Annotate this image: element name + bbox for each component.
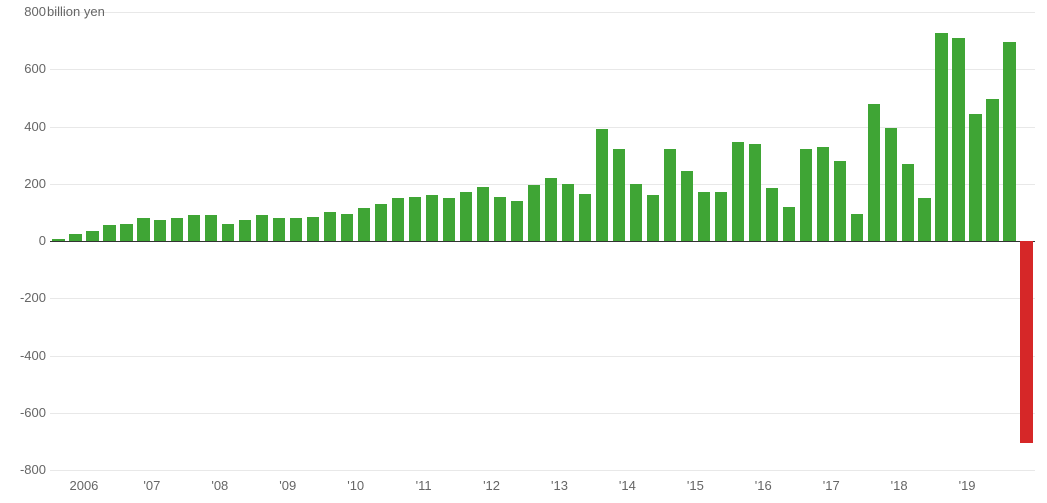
bar <box>69 234 81 241</box>
x-tick-label: '17 <box>823 478 840 493</box>
bar <box>783 207 795 241</box>
bar <box>426 195 438 241</box>
bar <box>851 214 863 241</box>
bar <box>188 215 200 241</box>
bar <box>596 129 608 241</box>
bar <box>698 192 710 241</box>
bar <box>290 218 302 241</box>
bar <box>800 149 812 241</box>
x-tick-label: '13 <box>551 478 568 493</box>
gridline <box>50 69 1035 70</box>
bar <box>392 198 404 241</box>
bar <box>749 144 761 241</box>
bar <box>834 161 846 241</box>
y-tick-label: 800 <box>6 4 46 19</box>
bar <box>1020 241 1032 443</box>
gridline <box>50 356 1035 357</box>
bar <box>868 104 880 241</box>
bar <box>460 192 472 241</box>
y-tick-label: -400 <box>6 348 46 363</box>
y-tick-label: -200 <box>6 290 46 305</box>
y-tick-label: 600 <box>6 61 46 76</box>
bar <box>969 114 981 241</box>
zero-line <box>50 241 1035 242</box>
bar <box>630 184 642 241</box>
x-tick-label: '07 <box>143 478 160 493</box>
bar <box>986 99 998 241</box>
bar <box>324 212 336 241</box>
bar <box>579 194 591 241</box>
bar <box>935 33 947 241</box>
bar <box>256 215 268 241</box>
x-tick-label: '10 <box>347 478 364 493</box>
bar <box>732 142 744 241</box>
gridline <box>50 12 1035 13</box>
bar-chart: -800 -600 -400 -200 0 200 400 600 800billion yen… <box>0 0 1047 503</box>
bar <box>52 239 64 241</box>
x-tick-label: '19 <box>959 478 976 493</box>
y-tick-label: -600 <box>6 405 46 420</box>
y-tick-label: -800 <box>6 462 46 477</box>
bar <box>375 204 387 241</box>
bar <box>1003 42 1015 241</box>
bar <box>443 198 455 241</box>
bar <box>358 208 370 241</box>
x-tick-label: '14 <box>619 478 636 493</box>
bar <box>562 184 574 241</box>
bar <box>307 217 319 241</box>
y-tick-label: 0 <box>6 233 46 248</box>
bar <box>205 215 217 241</box>
x-tick-label: '11 <box>416 478 432 493</box>
bar <box>171 218 183 241</box>
y-tick-label: 200 <box>6 176 46 191</box>
y-axis-unit-label: billion yen <box>47 4 105 19</box>
bar <box>952 38 964 241</box>
bar <box>681 171 693 241</box>
bar <box>222 224 234 241</box>
x-tick-label: '15 <box>687 478 704 493</box>
bar <box>817 147 829 241</box>
bar <box>86 231 98 241</box>
bar <box>664 149 676 241</box>
bar <box>528 185 540 241</box>
bar <box>273 218 285 241</box>
gridline <box>50 470 1035 471</box>
gridline <box>50 413 1035 414</box>
x-tick-label: '09 <box>279 478 296 493</box>
bar <box>647 195 659 241</box>
bar <box>885 128 897 241</box>
bar <box>545 178 557 241</box>
bar <box>103 225 115 241</box>
bar <box>154 220 166 241</box>
bar <box>918 198 930 241</box>
bar <box>494 197 506 241</box>
x-tick-label: '12 <box>483 478 500 493</box>
bar <box>137 218 149 241</box>
bar <box>341 214 353 241</box>
bar <box>511 201 523 241</box>
bar <box>902 164 914 241</box>
bar <box>120 224 132 241</box>
gridline <box>50 298 1035 299</box>
bar <box>613 149 625 241</box>
bar <box>766 188 778 241</box>
x-tick-label: 2006 <box>69 478 98 493</box>
bar <box>409 197 421 241</box>
x-tick-label: '08 <box>211 478 228 493</box>
x-tick-label: '18 <box>891 478 908 493</box>
bar <box>239 220 251 241</box>
bar <box>715 192 727 241</box>
x-tick-label: '16 <box>755 478 772 493</box>
y-tick-label: 400 <box>6 119 46 134</box>
bar <box>477 187 489 241</box>
